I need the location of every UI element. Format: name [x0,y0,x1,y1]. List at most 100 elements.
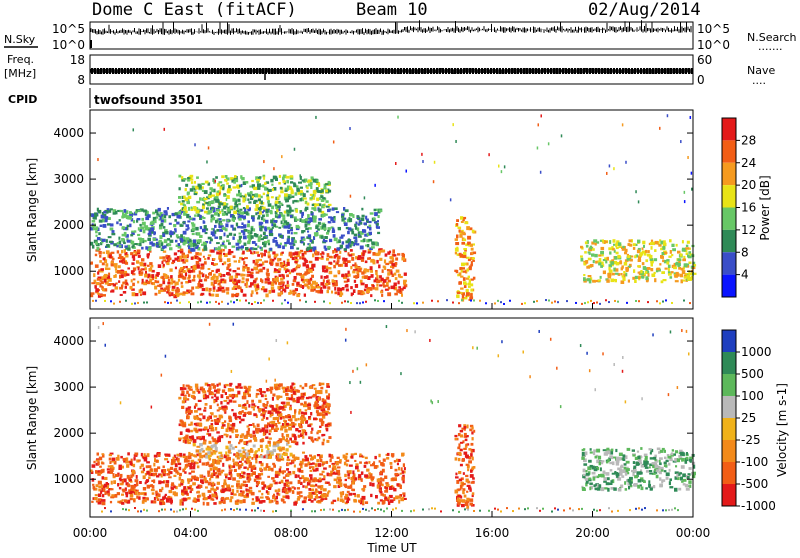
scatter-cell [260,414,262,416]
scatter-cell [255,450,258,452]
scatter-cell [265,209,268,213]
scatter-cell [188,452,190,455]
scatter-cell [222,184,225,187]
scatter-cell [130,475,133,479]
scatter-cell [171,462,174,465]
scatter-cell [174,219,177,222]
scatter-cell [123,242,126,244]
scatter-cell [210,474,213,478]
scatter-cell [210,455,212,458]
scatter-cell [194,181,196,184]
scatter-cell [256,430,259,433]
scatter-cell [610,261,614,265]
scatter-cell [340,288,343,291]
scatter-cell [236,223,238,227]
scatter-cell [153,473,156,477]
scatter-cell [109,255,112,258]
scatter-cell [340,498,344,502]
scatter-cell [243,215,247,219]
scatter-cell [192,233,195,235]
scatter-cell [302,485,304,488]
scatter-cell [308,221,311,223]
scatter-cell [463,239,466,242]
scatter-cell [351,453,355,455]
scatter-cell [458,281,460,284]
scatter-cell [302,179,305,181]
scatter-cell [290,386,293,389]
scatter-cell [581,258,584,262]
scatter-cell [188,487,191,490]
scatter-cell [357,470,360,472]
ground-scatter-cell [125,300,127,302]
scatter-cell [309,474,313,477]
scatter-cell [375,273,377,275]
scatter-cell [147,453,150,457]
scatter-cell [366,469,369,472]
scatter-cell [282,262,284,265]
scatter-cell [648,273,650,277]
scatter-cell [209,441,212,444]
scatter-cell [152,212,155,215]
scatter-cell [180,225,183,227]
freq-bar [304,68,306,74]
scatter-cell [359,220,362,222]
scatter-cell [255,208,259,211]
scatter-cell [287,459,291,461]
scatter-cell [275,502,278,505]
scatter-cell [182,400,185,403]
scatter-cell [231,485,234,487]
scatter-cell [399,485,402,487]
scatter-cell [96,484,99,487]
scatter-cell [356,268,358,270]
scatter-cell [115,212,117,215]
scatter-cell [229,269,232,272]
scatter-cell [142,279,144,283]
scatter-cell [242,410,244,413]
scatter-cell [266,214,269,217]
scatter-cell [280,190,284,193]
freq-bar [94,68,96,74]
freq-bar [535,68,537,74]
scatter-cell [376,226,380,229]
scatter-cell [310,182,313,185]
scatter-cell [272,261,274,265]
sparse-cell [537,146,539,149]
scatter-cell [312,254,314,258]
scatter-cell [211,270,214,272]
scatter-cell [250,191,253,194]
scatter-cell [280,413,283,417]
ground-scatter-cell [248,302,250,304]
scatter-cell [257,183,261,187]
scatter-cell [318,496,321,498]
scatter-cell [119,478,122,481]
scatter-cell [289,445,292,447]
scatter-cell [97,271,99,274]
scatter-cell [175,240,178,243]
scatter-cell [673,267,677,270]
scatter-cell [136,496,138,499]
freq-bar [520,68,522,74]
scatter-cell [346,453,349,455]
scatter-cell [368,239,372,242]
scatter-cell [183,178,186,180]
scatter-cell [310,240,312,243]
scatter-cell [267,251,270,253]
scatter-cell [302,432,305,435]
scatter-cell [623,271,625,274]
scatter-cell [307,424,311,427]
scatter-cell [140,269,142,271]
scatter-cell [229,427,232,429]
scatter-cell [394,293,398,296]
scatter-cell [253,201,256,204]
scatter-cell [620,273,622,275]
scatter-cell [251,492,255,496]
scatter-cell [316,459,319,462]
scatter-cell [152,485,155,489]
sparse-cell [540,114,542,117]
freq-bar [190,68,192,74]
scatter-cell [337,256,341,260]
scatter-cell [400,497,404,501]
scatter-cell [304,259,307,262]
scatter-cell [633,269,635,273]
scatter-cell [130,286,133,290]
